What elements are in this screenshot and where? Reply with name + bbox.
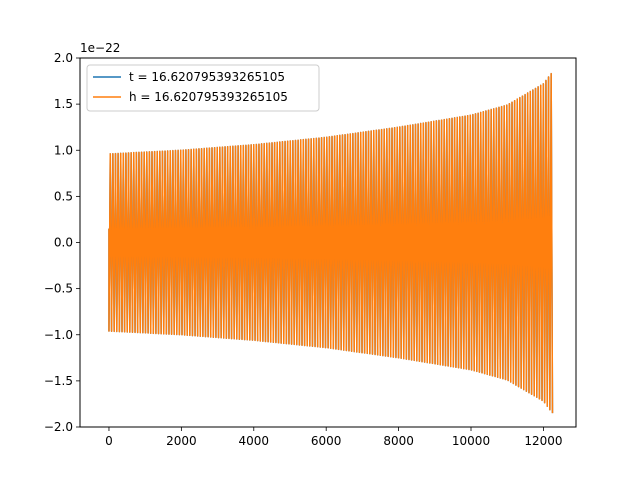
x-tick-label: 2000 [166, 434, 197, 448]
y-tick-label: 0.0 [54, 236, 73, 250]
y-tick-label: −1.5 [44, 374, 73, 388]
y-tick-label: 1.0 [54, 143, 73, 157]
legend-label-t: t = 16.620795393265105 [129, 70, 285, 84]
x-tick-label: 8000 [383, 434, 414, 448]
y-tick-label: 2.0 [54, 51, 73, 65]
x-tick-label: 12000 [524, 434, 562, 448]
ticks-layer: 0 2000 4000 6000 8000 10000 12000 −2.0 −1.5 −1.0 −… [44, 51, 563, 448]
y-tick-label: −1.0 [44, 328, 73, 342]
legend-box [86, 64, 320, 112]
x-tick-label: 6000 [311, 434, 342, 448]
legend: t = 16.620795393265105 h = 16.6207953932… [86, 64, 320, 112]
y-tick-label: 1.5 [54, 97, 73, 111]
y-tick-label: 0.5 [54, 189, 73, 203]
y-tick-label: −2.0 [44, 420, 73, 434]
x-tick-label: 4000 [239, 434, 270, 448]
legend-label-h: h = 16.620795393265105 [129, 90, 288, 104]
y-tick-label: −0.5 [44, 282, 73, 296]
x-tick-label: 0 [105, 434, 113, 448]
series-line-1 [108, 72, 554, 414]
y-axis-offset-label: 1e−22 [80, 41, 120, 55]
x-tick-label: 10000 [452, 434, 490, 448]
series-layer [108, 72, 554, 414]
